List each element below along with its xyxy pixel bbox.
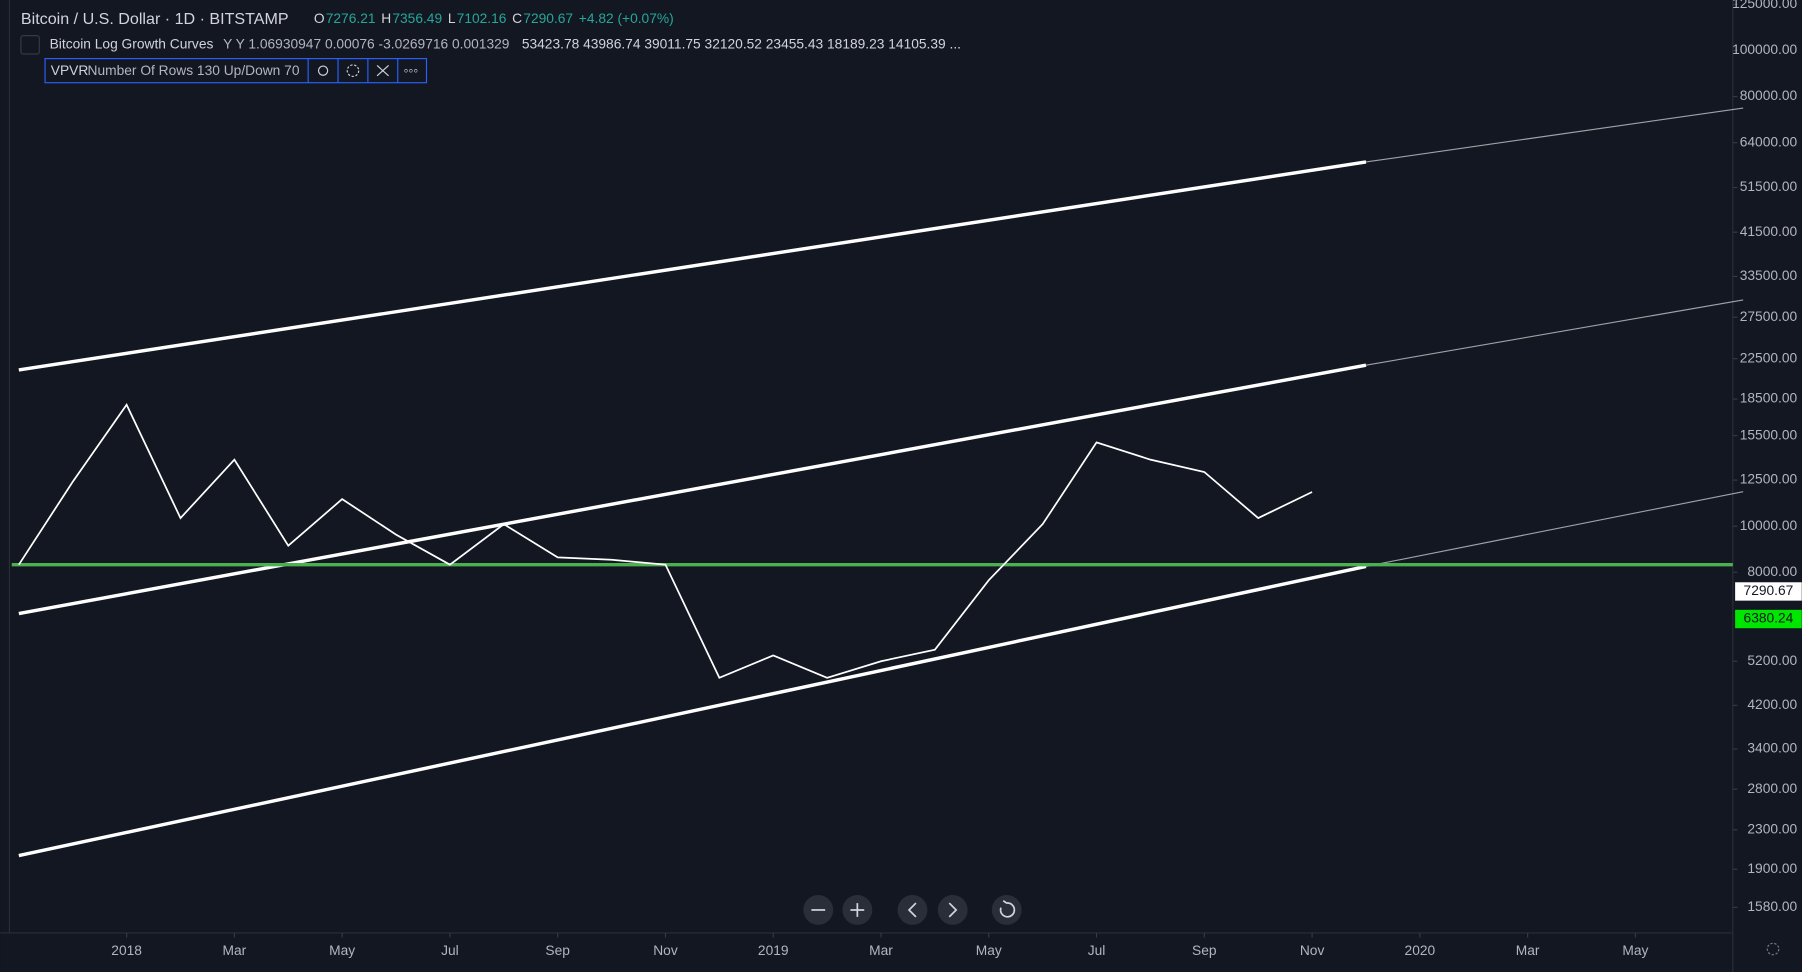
plus-icon	[850, 903, 865, 917]
ohlc-value: 7290.67	[523, 11, 573, 26]
x-tick-label: 2019	[758, 943, 789, 958]
y-tick-label: 5200.00	[1747, 653, 1797, 668]
price-label: 6380.24	[1744, 611, 1794, 626]
y-tick-label: 41500.00	[1740, 224, 1798, 239]
y-tick-label: 2800.00	[1747, 781, 1797, 796]
x-tick-label: May	[976, 943, 1002, 958]
y-tick-label: 12500.00	[1740, 472, 1798, 487]
y-tick-label: 10000.00	[1740, 518, 1798, 533]
indicator-values: 53423.78 43986.74 39011.75 32120.52 2345…	[522, 36, 961, 51]
x-tick-label: Sep	[545, 943, 570, 958]
x-tick-label: Nov	[653, 943, 678, 958]
ohlc-value: 7276.21	[326, 11, 376, 26]
y-tick-label: 125000.00	[1732, 0, 1797, 11]
reset-icon	[999, 900, 1016, 918]
y-tick-label: 33500.00	[1740, 268, 1798, 283]
legend-header: Bitcoin / U.S. Dollar · 1D · BITSTAMP Bi…	[20, 10, 961, 84]
price-label: 7290.67	[1744, 583, 1794, 598]
symbol-title: Bitcoin / U.S. Dollar · 1D · BITSTAMP	[21, 10, 289, 28]
y-tick-label: 4200.00	[1747, 697, 1797, 712]
price-line	[18, 403, 1313, 679]
scroll-left-button[interactable]	[897, 895, 928, 925]
y-tick-label: 27500.00	[1740, 309, 1798, 324]
y-tick-label: 18500.00	[1740, 391, 1798, 406]
y-tick-label: 80000.00	[1740, 88, 1798, 103]
y-tick-label: 51500.00	[1740, 179, 1798, 194]
right-icon	[948, 902, 958, 918]
x-tick-label: Nov	[1300, 943, 1325, 958]
reset-button[interactable]	[991, 895, 1022, 925]
x-tick-label: Jul	[441, 943, 459, 958]
growth-curve-history	[18, 564, 1367, 858]
x-tick-label: Jul	[1088, 943, 1106, 958]
navigation-toolbar	[803, 895, 1022, 925]
growth-curve-history	[18, 363, 1367, 616]
vpvr-params: Number Of Rows 130 Up/Down 70	[88, 63, 300, 78]
x-tick-label: Mar	[223, 943, 247, 958]
change: +4.82 (+0.07%)	[579, 11, 674, 26]
more-icon[interactable]: ◦◦◦	[404, 63, 419, 78]
price-label-box	[1735, 609, 1802, 629]
x-tick-label: 2020	[1405, 943, 1436, 958]
y-tick-label: 22500.00	[1740, 350, 1798, 365]
plot	[11, 107, 1744, 858]
ohlc-key: O	[314, 11, 325, 26]
ohlc-key: L	[448, 11, 456, 26]
x-tick-label: May	[329, 943, 355, 958]
close-icon[interactable]	[376, 65, 389, 77]
x-tick-label: 2018	[111, 943, 142, 958]
y-tick-label: 8000.00	[1747, 564, 1797, 579]
x-tick-label: Mar	[869, 943, 893, 958]
collapse-button[interactable]	[20, 35, 40, 55]
indicator-params: Y Y 1.06930947 0.00076 -3.0269716 0.0013…	[223, 36, 509, 51]
ohlc-key: H	[381, 11, 391, 26]
ohlc-value: 7356.49	[392, 11, 442, 26]
y-tick-label: 64000.00	[1740, 134, 1798, 149]
growth-curve-history	[18, 160, 1367, 372]
x-tick-label: Sep	[1192, 943, 1217, 958]
scroll-right-button[interactable]	[937, 895, 968, 925]
y-tick-label: 15500.00	[1740, 427, 1798, 442]
price-label-box	[1735, 582, 1802, 601]
y-tick-label: 2300.00	[1747, 821, 1797, 836]
ohlc-key: C	[512, 11, 522, 26]
y-tick-label: 3400.00	[1747, 741, 1797, 756]
vpvr-box	[44, 58, 428, 84]
ohlc-value: 7102.16	[457, 11, 507, 26]
eye-icon[interactable]	[317, 65, 329, 76]
y-tick-label: 100000.00	[1732, 42, 1797, 57]
y-tick-label: 1900.00	[1747, 861, 1797, 876]
x-tick-label: Mar	[1516, 943, 1540, 958]
axis-settings[interactable]	[1766, 942, 1780, 956]
y-tick-label: 1580.00	[1747, 899, 1797, 914]
x-tick-label: May	[1622, 943, 1648, 958]
settings-icon[interactable]	[346, 64, 360, 77]
indicator-name: Bitcoin Log Growth Curves	[50, 36, 214, 51]
vpvr-name: VPVR	[51, 63, 89, 78]
left-icon	[907, 902, 917, 918]
